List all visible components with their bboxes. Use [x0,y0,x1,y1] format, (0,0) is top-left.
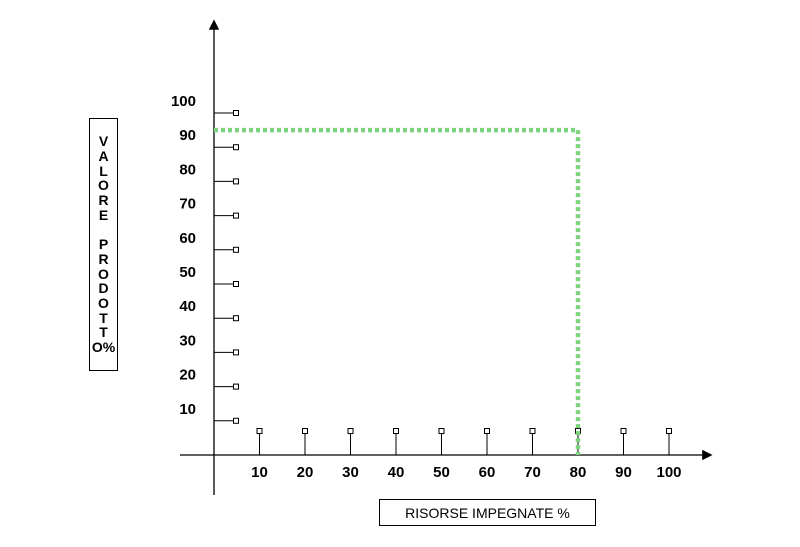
x-tick-label: 60 [479,464,496,481]
y-tick-label: 10 [179,401,196,418]
x-tick-label: 10 [251,464,268,481]
x-tick-marker [393,428,399,434]
y-axis-title-char: P [98,236,109,253]
x-axis-title: RISORSE IMPEGNATE % [379,499,596,526]
series-line [214,127,581,455]
y-tick-label: 100 [171,93,196,110]
y-tick-label: 40 [179,298,196,315]
y-axis-title-char: A [98,148,109,165]
y-axis-title-char: L [99,162,108,179]
x-tick-marker [529,428,536,434]
x-tick-label: 80 [570,464,587,481]
y-axis-title-char: T [99,309,108,326]
y-tick-label: 20 [179,367,196,384]
y-tick-marker [233,417,239,424]
x-tick-marker [620,428,627,434]
y-tick-marker [233,281,239,287]
x-tick-marker [666,428,672,434]
y-tick-label: 60 [179,230,196,247]
y-tick-marker [233,246,239,253]
y-axis-title-char: E [98,206,109,223]
y-axis-title-char: O% [91,338,116,355]
y-axis-title-char [92,222,115,237]
y-axis-title-char: O [98,177,109,194]
y-tick-label: 30 [179,332,196,349]
y-axis-title-char: O [98,265,109,282]
y-axis-title-char: D [98,280,109,297]
y-axis-title-char: T [99,324,108,341]
y-tick-label: 80 [179,161,196,178]
y-tick-marker [233,349,239,356]
x-tick-marker [438,428,445,434]
x-tick-label: 70 [524,464,541,481]
y-tick-marker [233,212,239,219]
x-axis-title-text: RISORSE IMPEGNATE % [405,504,570,521]
y-tick-label: 90 [179,127,196,144]
x-tick-label: 100 [656,464,681,481]
y-axis-title-char: R [98,250,109,267]
x-tick-marker [347,428,354,434]
x-tick-label: 30 [342,464,359,481]
y-axis-title-char: V [98,133,109,150]
x-tick-marker [302,428,308,434]
y-tick-marker [233,144,239,151]
y-tick-marker [233,178,239,185]
x-ticks: 10 20 30 40 50 60 70 80 90 100 [251,428,682,481]
x-tick-marker [256,428,263,434]
series-layer [214,127,581,455]
y-axis-title-char: O [98,294,109,311]
y-axis-title-char: R [98,192,109,209]
y-ticks: 10 20 30 40 50 60 70 80 90 100 [171,93,239,424]
x-tick-label: 40 [388,464,405,481]
y-tick-label: 70 [179,196,196,213]
x-tick-label: 50 [433,464,450,481]
y-tick-label: 50 [179,264,196,281]
x-tick-label: 20 [297,464,314,481]
y-tick-marker [233,315,239,322]
y-tick-marker [233,383,239,390]
x-tick-marker [484,428,490,434]
x-tick-label: 90 [615,464,632,481]
y-tick-marker [233,110,239,116]
